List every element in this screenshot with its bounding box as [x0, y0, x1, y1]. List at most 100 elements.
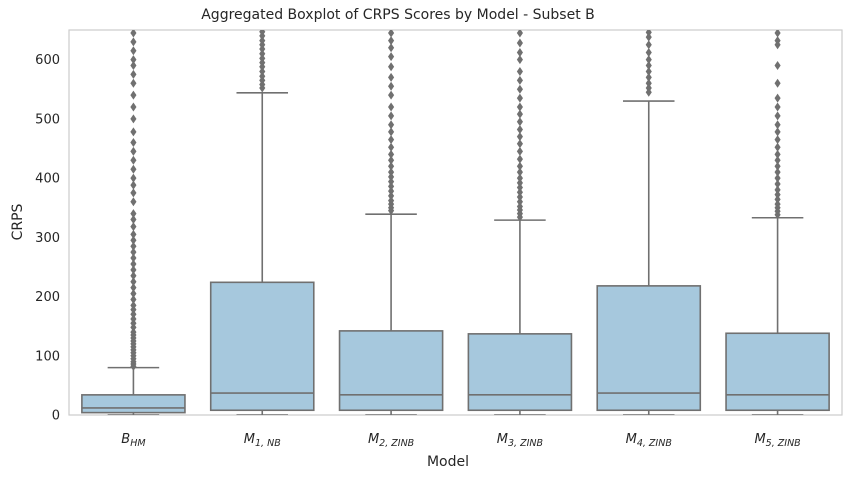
y-tick-label: 200	[35, 290, 60, 305]
outlier-point	[388, 102, 395, 112]
x-tick-label: M2, ZINB	[368, 432, 414, 449]
outlier-point	[130, 241, 137, 251]
outlier-point	[516, 187, 523, 197]
outlier-point	[774, 120, 781, 130]
outlier-point	[774, 194, 781, 204]
outlier-point	[130, 55, 137, 65]
outlier-point	[516, 125, 523, 135]
iqr-box	[467, 333, 573, 412]
iqr-box	[81, 394, 186, 414]
x-tick-label-subscript: 5, ZINB	[766, 438, 801, 449]
outlier-point	[259, 49, 266, 59]
x-tick-label: M1, NB	[244, 432, 281, 449]
outlier-point	[388, 72, 395, 82]
y-tick-label: 600	[35, 53, 60, 68]
iqr-box	[725, 332, 830, 412]
outlier-point	[130, 215, 137, 225]
outlier-point	[516, 102, 523, 112]
outlier-point	[774, 78, 781, 88]
outlier-point	[130, 295, 137, 304]
outlier-point	[130, 309, 137, 319]
outlier-point	[130, 173, 137, 183]
outlier-point	[516, 161, 523, 171]
y-tick-label: 100	[35, 349, 60, 364]
outlier-point	[130, 102, 137, 112]
outlier-point	[130, 69, 137, 79]
outlier-point	[130, 138, 137, 148]
x-tick-label-subscript: 3, ZINB	[508, 438, 543, 449]
outlier-point	[130, 247, 137, 257]
outlier-point	[388, 172, 395, 182]
outlier-point	[645, 83, 652, 93]
outlier-point	[130, 61, 137, 71]
outlier-point	[774, 93, 781, 103]
outlier-point	[388, 161, 395, 171]
iqr-box	[596, 285, 702, 412]
x-tick-label: M4, ZINB	[626, 432, 672, 449]
outlier-point	[259, 53, 266, 63]
x-tick-label-base: M	[754, 432, 765, 447]
outlier-point	[516, 197, 523, 207]
outlier-point	[388, 149, 395, 159]
outlier-point	[645, 30, 652, 37]
outlier-point	[774, 161, 781, 171]
outlier-point	[130, 188, 137, 198]
outlier-point	[130, 197, 137, 207]
outlier-point	[388, 90, 395, 100]
x-tick-label: M3, ZINB	[497, 432, 543, 449]
outlier-point	[388, 167, 395, 177]
outlier-point	[774, 173, 781, 183]
outlier-point	[645, 55, 652, 65]
x-tick-label-base: M	[368, 432, 379, 447]
outlier-point	[516, 75, 523, 85]
x-tick-label: BHM	[121, 432, 145, 449]
outlier-point	[645, 32, 652, 42]
x-tick-label-base: M	[626, 432, 637, 447]
outlier-point	[388, 30, 395, 38]
outlier-point	[388, 43, 395, 53]
outlier-point	[774, 167, 781, 177]
outlier-point	[259, 30, 266, 37]
outlier-point	[130, 155, 137, 165]
outlier-point	[130, 314, 137, 324]
outlier-point	[130, 90, 137, 100]
outlier-point	[516, 173, 523, 183]
outlier-point	[130, 146, 137, 156]
outlier-point	[516, 38, 523, 48]
outlier-point	[516, 117, 523, 127]
outlier-point	[388, 196, 395, 206]
x-tick-label-base: B	[121, 432, 130, 447]
outlier-point	[516, 48, 523, 58]
outlier-point	[388, 142, 395, 152]
outlier-point	[645, 40, 652, 50]
outlier-point	[259, 66, 266, 76]
outlier-point	[774, 111, 781, 121]
outlier-point	[645, 48, 652, 58]
outlier-point	[774, 127, 781, 137]
outlier-point	[259, 36, 266, 46]
outlier-point	[388, 52, 395, 62]
outlier-point	[516, 183, 523, 193]
outlier-point	[388, 120, 395, 130]
outlier-point	[774, 142, 781, 152]
outlier-point	[130, 289, 137, 299]
iqr-box	[338, 330, 444, 412]
outlier-point	[130, 30, 137, 38]
outlier-point	[259, 71, 266, 81]
outlier-point	[388, 186, 395, 196]
boxes-group	[81, 30, 830, 415]
y-axis-label: CRPS	[10, 203, 26, 240]
outlier-point	[130, 259, 137, 269]
outlier-point	[130, 265, 137, 275]
plot-frame	[68, 29, 843, 416]
outlier-point	[774, 61, 781, 71]
outlier-point	[130, 127, 137, 137]
outlier-point	[130, 300, 137, 310]
outlier-point	[774, 199, 781, 209]
outlier-point	[516, 109, 523, 119]
outlier-point	[774, 30, 781, 38]
outlier-point	[774, 102, 781, 112]
x-tick-label-subscript: HM	[130, 438, 145, 449]
x-tick-label-base: M	[244, 432, 255, 447]
